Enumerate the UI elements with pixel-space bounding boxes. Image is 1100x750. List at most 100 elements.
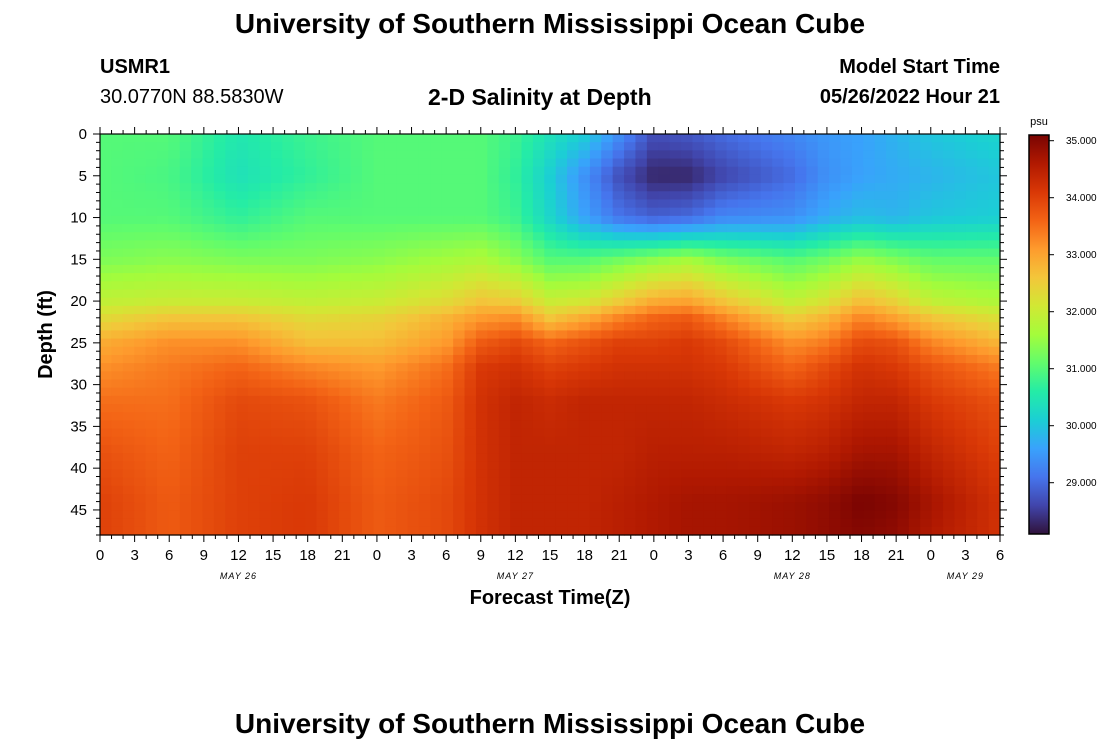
heatmap-cell [168,232,181,241]
heatmap-cell [726,248,739,258]
heatmap-cell [863,526,876,536]
heatmap-cell [305,363,318,372]
heatmap-cell [624,224,637,233]
heatmap-cell [418,281,431,291]
heatmap-cell [863,412,876,422]
heatmap-cell [100,395,112,405]
heatmap-cell [384,297,397,307]
heatmap-cell [578,314,591,323]
heatmap-cell [783,404,796,413]
heatmap-cell [886,346,899,356]
heatmap-cell [589,297,602,307]
heatmap-cell [897,428,910,438]
heatmap-cell [681,215,693,225]
heatmap-cell [943,477,956,487]
heatmap-cell [737,150,750,160]
heatmap-cell [498,387,511,397]
heatmap-cell [225,142,238,151]
heatmap-cell [225,453,238,462]
heatmap-cell [202,314,215,323]
heatmap-cell [430,444,443,454]
heatmap-cell [270,502,283,512]
heatmap-cell [270,485,283,495]
heatmap-cell [384,363,397,372]
heatmap-cell [772,305,785,315]
heatmap-cell [943,461,956,471]
x-tick-label: 12 [784,547,801,564]
heatmap-cell [544,395,557,405]
heatmap-cell [658,183,671,192]
heatmap-cell [532,510,545,520]
heatmap-cell [282,338,295,348]
page-title-repeat: University of Southern Mississippi Ocean… [234,708,866,739]
heatmap-cell [270,232,283,241]
heatmap-cell [225,281,238,291]
heatmap-cell [806,330,819,340]
heatmap-cell [669,273,682,282]
heatmap-cell [658,142,671,151]
heatmap-cell [384,240,397,250]
heatmap-cell [225,191,238,201]
heatmap-cell [931,289,944,299]
heatmap-cell [715,191,728,201]
heatmap-cell [373,494,386,503]
heatmap-cell [339,502,352,512]
heatmap-cell [908,297,921,307]
heatmap-cell [555,273,568,282]
heatmap-cell [441,494,454,503]
heatmap-cell [578,485,591,495]
heatmap-cell [635,461,648,471]
heatmap-cell [897,273,910,282]
heatmap-cell [703,338,716,348]
heatmap-cell [555,330,568,340]
heatmap-cell [612,273,625,282]
heatmap-cell [487,191,500,201]
heatmap-cell [874,436,887,446]
heatmap-cell [749,420,762,430]
heatmap-cell [111,461,124,471]
heatmap-cell [191,379,204,389]
heatmap-cell [259,395,272,405]
heatmap-cell [920,453,933,462]
heatmap-cell [282,461,295,471]
heatmap-cell [396,199,409,209]
heatmap-cell [760,273,773,282]
heatmap-cell [202,526,215,536]
heatmap-cell [396,305,409,315]
heatmap-cell [886,354,899,364]
heatmap-cell [418,412,431,422]
x-tick-label: 0 [927,547,935,564]
x-tick-label: 18 [853,547,870,564]
heatmap-cell [737,404,750,413]
heatmap-cell [920,387,933,397]
heatmap-cell [248,142,261,151]
heatmap-cell [658,469,671,479]
heatmap-cell [601,363,614,372]
heatmap-cell [532,502,545,512]
heatmap-cell [282,273,295,282]
heatmap-cell [521,363,534,372]
heatmap-cell [794,338,807,348]
heatmap-cell [111,510,124,520]
heatmap-cell [453,305,466,315]
heatmap-cell [111,305,124,315]
heatmap-cell [635,248,648,258]
heatmap-cell [475,494,488,503]
heatmap-cell [168,134,181,143]
heatmap-cell [692,174,705,184]
heatmap-cell [510,232,523,241]
heatmap-cell [441,273,454,282]
heatmap-cell [532,264,545,274]
heatmap-cell [145,322,158,331]
heatmap-cell [794,281,807,291]
heatmap-cell [191,224,204,233]
heatmap-cell [897,404,910,413]
heatmap-cell [100,354,112,364]
heatmap-cell [874,314,887,323]
heatmap-cell [897,371,910,381]
heatmap-cell [624,395,637,405]
heatmap-cell [931,215,944,225]
heatmap-cell [270,461,283,471]
heatmap-cell [418,199,431,209]
heatmap-cell [384,224,397,233]
